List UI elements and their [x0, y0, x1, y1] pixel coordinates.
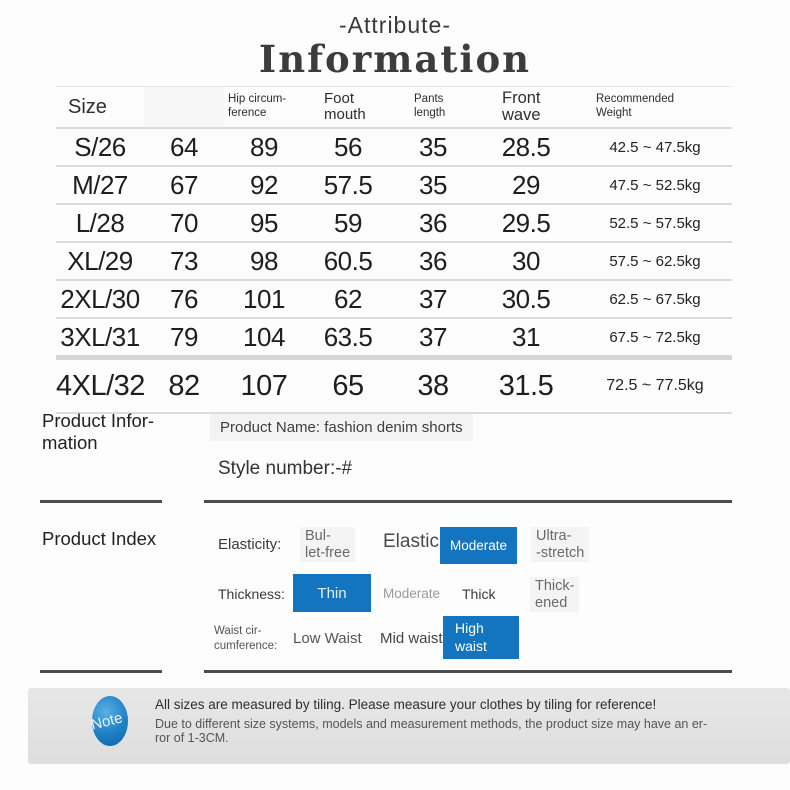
waist-option-mid-waist: Mid waist — [380, 630, 443, 647]
weight-cell: 62.5 ~ 67.5kg — [578, 280, 732, 319]
table-header-row: Size Hip circum- ference Foot mouth Pant… — [56, 86, 732, 129]
weight-cell: 67.5 ~ 72.5kg — [578, 318, 732, 359]
size-cell: 2XL/30 — [56, 280, 144, 319]
note-badge-icon: Note — [89, 696, 128, 746]
header-size: Size — [56, 86, 144, 129]
weight-cell: 47.5 ~ 52.5kg — [578, 166, 732, 205]
front-cell: 30.5 — [474, 280, 578, 319]
front-cell: 30 — [474, 242, 578, 281]
divider-short — [40, 670, 162, 673]
size-cell: S/26 — [56, 128, 144, 167]
header-blank — [144, 86, 224, 129]
length-cell: 36 — [392, 204, 474, 243]
header-front-wave: Front wave — [474, 86, 578, 129]
length-cell: 38 — [392, 355, 474, 414]
hip-cell: 95 — [224, 204, 304, 243]
length-cell: 36 — [392, 242, 474, 281]
thickness-label: Thickness: — [218, 586, 285, 602]
divider-long — [204, 500, 732, 503]
weight-cell: 57.5 ~ 62.5kg — [578, 242, 732, 281]
header-pants-length: Pants length — [392, 86, 474, 129]
divider-short — [40, 500, 162, 503]
thickness-option-moderate: Moderate — [383, 586, 441, 601]
table-row: L/28 70 95 59 36 29.5 52.5 ~ 57.5kg — [56, 204, 732, 243]
size-cell: L/28 — [56, 204, 144, 243]
product-index-label: Product Index — [42, 528, 157, 549]
foot-cell: 59 — [304, 204, 392, 243]
note-band — [28, 688, 790, 764]
weight-cell: 72.5 ~ 77.5kg — [578, 355, 732, 414]
note-line-1: All sizes are measured by tiling. Please… — [155, 697, 657, 712]
waist-cell: 82 — [144, 355, 224, 414]
front-cell: 31 — [474, 318, 578, 359]
table-row: 2XL/30 76 101 62 37 30.5 62.5 ~ 67.5kg — [56, 280, 732, 319]
header-foot-mouth: Foot mouth — [304, 86, 392, 129]
front-cell: 31.5 — [474, 355, 578, 414]
elasticity-option-moderate-selected: Moderate — [440, 527, 517, 564]
elasticity-option-bullet-free: Bul- let-free — [300, 527, 356, 563]
size-cell: 4XL/32 — [56, 355, 145, 414]
note-line-2: Due to different size systems, models an… — [155, 717, 708, 746]
waist-option-high-waist-selected: High waist — [443, 616, 519, 659]
length-cell: 37 — [392, 280, 474, 319]
length-cell: 37 — [392, 318, 474, 359]
weight-cell: 52.5 ~ 57.5kg — [578, 204, 732, 243]
waist-option-low-waist: Low Waist — [293, 630, 362, 647]
elasticity-option-ultra-stretch: Ultra- -stretch — [531, 527, 590, 563]
waist-cell: 76 — [144, 280, 224, 319]
hip-cell: 98 — [224, 242, 304, 281]
front-cell: 29 — [474, 166, 578, 205]
waist-cell: 64 — [144, 128, 224, 167]
weight-cell: 42.5 ~ 47.5kg — [578, 128, 732, 167]
thickness-option-thin-selected: Thin — [293, 574, 371, 612]
foot-cell: 60.5 — [304, 242, 392, 281]
table-row: S/26 64 89 56 35 28.5 42.5 ~ 47.5kg — [56, 128, 732, 167]
waist-circumference-label: Waist cir- cumference: — [214, 625, 278, 652]
title-information: Information — [258, 37, 532, 81]
waist-cell: 79 — [144, 318, 224, 359]
elasticity-option-elastic: Elastic — [383, 531, 439, 552]
front-cell: 29.5 — [474, 204, 578, 243]
front-cell: 28.5 — [474, 128, 578, 167]
style-number-text: Style number:-# — [218, 458, 353, 479]
table-row: XL/29 73 98 60.5 36 30 57.5 ~ 62.5kg — [56, 242, 732, 281]
foot-cell: 63.5 — [304, 318, 392, 359]
hip-cell: 104 — [224, 318, 304, 359]
size-cell: M/27 — [56, 166, 144, 205]
divider-long — [204, 670, 732, 673]
page-title: -Attribute- Information — [0, 12, 790, 78]
header-hip-circumference: Hip circum- ference — [224, 86, 304, 129]
thickness-option-thick: Thick — [462, 586, 496, 602]
hip-cell: 92 — [224, 166, 304, 205]
hip-cell: 89 — [224, 128, 304, 167]
size-cell: 3XL/31 — [56, 318, 144, 359]
foot-cell: 57.5 — [304, 166, 392, 205]
note-badge-text: Note — [89, 708, 125, 734]
waist-cell: 67 — [144, 166, 224, 205]
foot-cell: 56 — [304, 128, 392, 167]
foot-cell: 62 — [304, 280, 392, 319]
title-attribute: -Attribute- — [339, 12, 451, 38]
product-information-label: Product Infor- mation — [42, 410, 155, 454]
size-cell: XL/29 — [56, 242, 144, 281]
waist-cell: 73 — [144, 242, 224, 281]
hip-cell: 107 — [224, 355, 304, 414]
table-row: M/27 67 92 57.5 35 29 47.5 ~ 52.5kg — [56, 166, 732, 205]
thickness-option-thickened: Thick- ened — [530, 577, 580, 613]
length-cell: 35 — [392, 166, 474, 205]
table-row: 4XL/32 82 107 65 38 31.5 72.5 ~ 77.5kg — [56, 355, 732, 414]
size-table: Size Hip circum- ference Foot mouth Pant… — [56, 86, 732, 414]
waist-cell: 70 — [144, 204, 224, 243]
length-cell: 35 — [392, 128, 474, 167]
table-row: 3XL/31 79 104 63.5 37 31 67.5 ~ 72.5kg — [56, 318, 732, 359]
elasticity-label: Elasticity: — [218, 536, 282, 553]
header-recommended-weight: Recommended Weight — [578, 86, 732, 129]
hip-cell: 101 — [224, 280, 304, 319]
product-name-text: Product Name: fashion denim shorts — [210, 414, 473, 441]
foot-cell: 65 — [304, 355, 392, 414]
